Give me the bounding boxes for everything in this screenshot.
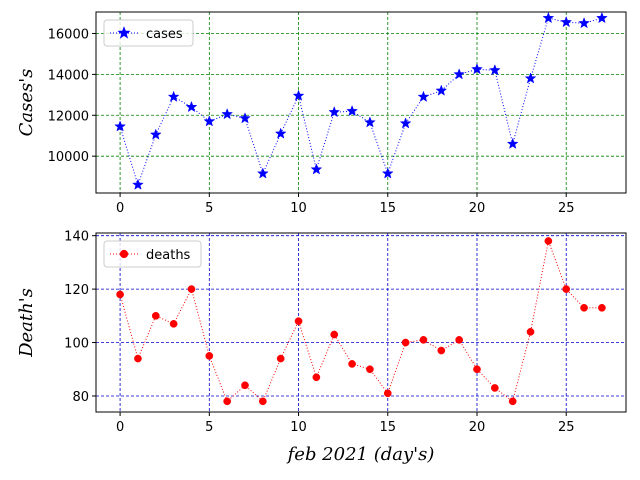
deaths-legend-label: deaths: [146, 248, 191, 263]
deaths-y-axis-label: Death's: [16, 288, 37, 358]
cases-data-point: [132, 178, 144, 190]
deaths-data-point: [401, 338, 410, 347]
deaths-series: [116, 237, 606, 406]
cases-y-tick-label: 16000: [48, 27, 89, 42]
cases-x-tick-label: 0: [116, 201, 124, 216]
deaths-data-point: [598, 303, 606, 312]
cases-data-point: [346, 104, 358, 117]
deaths-data-point: [455, 336, 463, 344]
cases-y-tick-label: 12000: [48, 109, 89, 124]
cases-data-point: [506, 137, 519, 149]
cases-data-point: [167, 90, 180, 102]
cases-data-point: [578, 17, 590, 29]
deaths-data-point: [490, 384, 499, 392]
deaths-data-point: [241, 381, 249, 390]
deaths-data-point: [473, 365, 481, 374]
deaths-legend-box: [103, 240, 202, 268]
deaths-legend-marker: [119, 249, 129, 259]
deaths-data-point: [562, 285, 571, 293]
cases-x-tick-label: 5: [205, 201, 213, 216]
cases-data-point: [114, 120, 126, 132]
cases-data-point: [149, 128, 162, 140]
deaths-data-point: [312, 373, 321, 382]
deaths-data-point: [187, 285, 196, 293]
deaths-x-tick-label: 5: [205, 420, 213, 435]
deaths-data-point: [544, 237, 553, 245]
cases-data-point: [221, 108, 234, 120]
deaths-x-tick-label: 25: [558, 420, 575, 435]
deaths-data-point: [151, 311, 160, 320]
deaths-data-point: [383, 389, 392, 398]
cases-data-point: [399, 117, 412, 129]
cases-data-point: [185, 100, 198, 113]
cases-y-tick-label: 10000: [48, 150, 89, 165]
deaths-data-point: [169, 319, 178, 328]
deaths-data-point: [330, 330, 339, 339]
deaths-x-tick-label: 0: [116, 420, 124, 435]
cases-data-point: [596, 11, 608, 24]
cases-data-point: [542, 11, 555, 24]
deaths-y-tick-label: 120: [64, 283, 89, 298]
cases-x-tick-label: 15: [379, 201, 396, 216]
deaths-data-point: [580, 303, 588, 312]
cases-data-point: [256, 167, 269, 179]
deaths-data-point: [508, 397, 517, 406]
cases-x-tick-label: 20: [469, 201, 486, 216]
deaths-data-point: [259, 397, 267, 406]
deaths-data-point: [419, 336, 428, 344]
cases-legend-box: [103, 19, 194, 47]
cases-legend: cases: [103, 19, 194, 47]
cases-legend-label: cases: [146, 27, 183, 42]
deaths-axes-frame: [95, 232, 627, 413]
cases-series: [114, 11, 608, 190]
cases-axes-frame: [95, 11, 627, 194]
cases-data-point: [310, 163, 323, 175]
deaths-data-point: [294, 317, 303, 326]
cases-data-point: [203, 115, 216, 127]
cases-data-point: [453, 68, 466, 80]
deaths-data-point: [223, 397, 232, 406]
cases-data-point: [488, 64, 501, 76]
cases-grid: [96, 12, 626, 193]
cases-legend-marker: [117, 26, 131, 39]
cases-data-point: [239, 112, 251, 124]
deaths-legend: deaths: [103, 240, 202, 268]
deaths-data-point: [526, 328, 535, 336]
cases-x-tick-label: 25: [558, 201, 575, 216]
deaths-data-point: [116, 290, 124, 299]
cases-data-point: [381, 167, 394, 179]
cases-data-point: [524, 72, 537, 84]
deaths-subplot: 0 5 10 15 20 25 80 100 120 140 Death's feb 2021 (…: [16, 230, 627, 465]
cases-y-axis-label: Cases's: [16, 69, 37, 137]
deaths-x-axis-label: feb 2021 (day's): [286, 444, 435, 465]
deaths-x-tick-label: 20: [469, 420, 486, 435]
cases-data-point: [328, 105, 341, 118]
deaths-data-point: [348, 360, 356, 368]
cases-data-point: [364, 116, 376, 128]
deaths-data-point: [134, 354, 142, 363]
cases-data-point: [274, 127, 287, 139]
cases-subplot: 0 5 10 15 20 25 10000 12000 14000 16000 Cases's c…: [16, 11, 627, 216]
deaths-x-tick-label: 15: [379, 420, 396, 435]
deaths-y-tick-label: 140: [64, 230, 89, 245]
deaths-data-point: [437, 346, 446, 355]
deaths-x-tick-label: 10: [290, 420, 307, 435]
cases-y-tick-label: 14000: [48, 68, 89, 83]
deaths-data-point: [205, 352, 214, 360]
cases-ticks: 0 5 10 15 20 25 10000 12000 14000 16000: [48, 27, 575, 216]
cases-data-point: [435, 84, 448, 96]
deaths-ticks: 0 5 10 15 20 25 80 100 120 140: [64, 230, 574, 435]
cases-x-tick-label: 10: [290, 201, 307, 216]
cases-data-point: [471, 63, 483, 75]
deaths-grid: [96, 233, 626, 412]
deaths-data-point: [276, 354, 285, 363]
cases-data-point: [292, 89, 305, 101]
cases-data-point: [560, 16, 573, 28]
deaths-y-tick-label: 100: [64, 337, 89, 352]
deaths-data-point: [366, 365, 374, 374]
deaths-y-tick-label: 80: [72, 390, 89, 405]
cases-data-point: [417, 90, 430, 102]
